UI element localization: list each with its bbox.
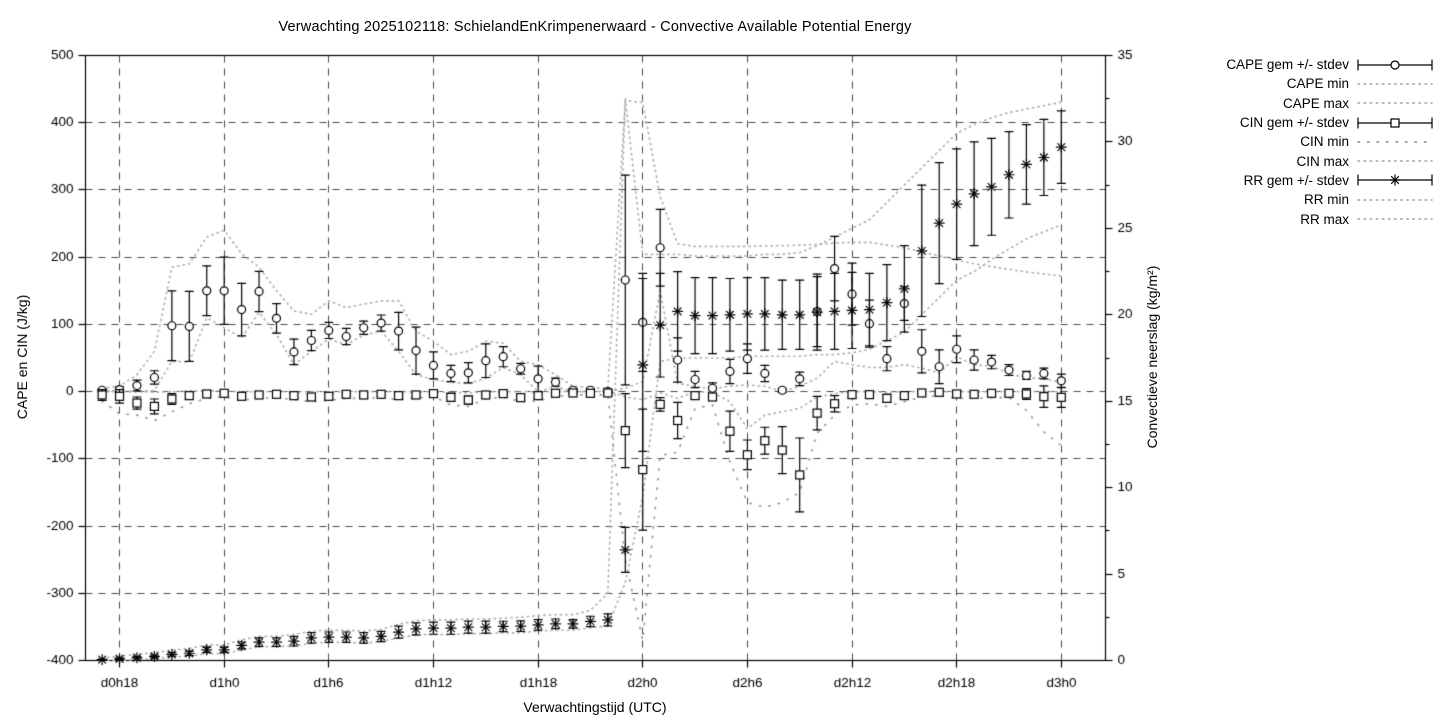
legend-label: CIN min [1300,134,1349,150]
legend-item: CIN min [1190,132,1435,151]
legend-item: CAPE min [1190,74,1435,93]
dotted-line-sample-icon [1357,83,1433,85]
legend-item: CAPE max [1190,94,1435,113]
legend-label: RR min [1303,192,1349,208]
dotted-line-sample-icon [1357,160,1433,162]
legend-label: CIN gem +/- stdev [1239,115,1349,131]
dotted-line-sample-icon [1357,218,1433,220]
dotted-line-sample-icon [1357,140,1433,143]
legend-item: CIN gem +/- stdev [1190,113,1435,132]
legend-label: RR max [1300,211,1349,227]
x-axis-label: Verwachtingstijd (UTC) [523,699,667,715]
y-axis-left-label: CAPE en CIN (J/kg) [14,294,30,420]
circle-errorbar-sample-icon [1357,59,1433,71]
legend-label: CAPE max [1282,95,1349,111]
legend-label: CIN max [1296,153,1349,169]
asterisk-errorbar-sample-icon [1357,174,1433,187]
legend: CAPE gem +/- stdev CAPE min CAPE max CIN ge… [1190,55,1435,229]
dotted-line-sample-icon [1357,102,1433,105]
legend-item: RR gem +/- stdev [1190,171,1435,190]
legend-item: CAPE gem +/- stdev [1190,55,1435,74]
legend-item: CIN max [1190,151,1435,170]
legend-label: RR gem +/- stdev [1243,172,1349,188]
square-errorbar-sample-icon [1357,116,1433,129]
y-axis-right-label: Convectieve neerslag (kg/m²) [1144,265,1160,449]
legend-item: RR min [1190,190,1435,209]
legend-label: CAPE min [1286,76,1349,92]
chart-title: Verwachting 2025102118: SchielandEnKrimp… [278,19,912,35]
legend-label: CAPE gem +/- stdev [1226,57,1349,73]
dotted-line-sample-icon [1357,198,1433,201]
legend-item: RR max [1190,209,1435,228]
